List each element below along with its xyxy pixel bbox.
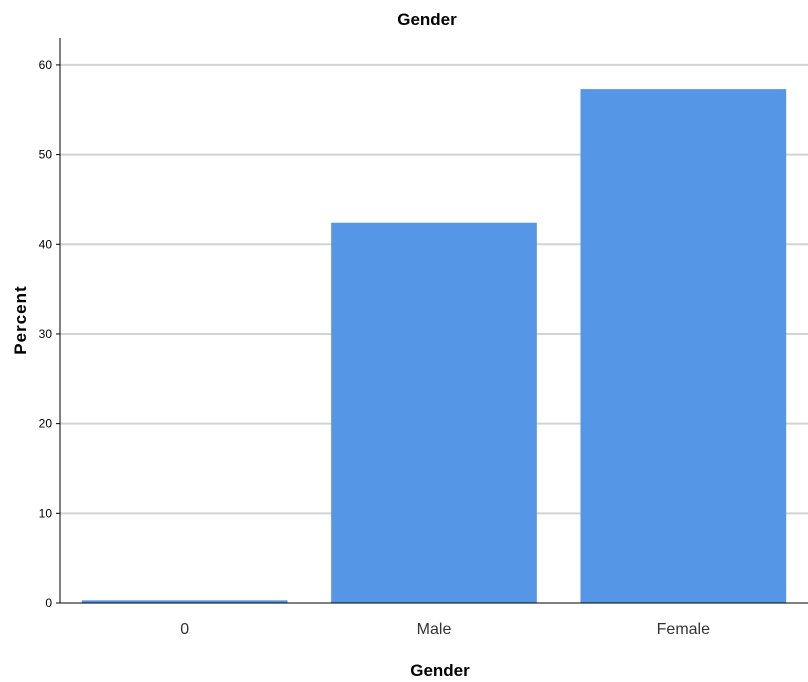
x-axis-title: Gender <box>410 661 470 680</box>
y-tick-label-20: 20 <box>39 417 53 431</box>
y-tick-label-30: 30 <box>39 327 53 341</box>
chart-title: Gender <box>397 10 457 29</box>
y-tick-label-0: 0 <box>45 596 52 610</box>
y-tick-label-40: 40 <box>39 237 53 251</box>
bar-0 <box>81 600 288 603</box>
bar-male <box>331 222 537 603</box>
y-tick-label-50: 50 <box>39 148 53 162</box>
x-tick-label-0: 0 <box>180 621 189 638</box>
bars <box>81 89 787 604</box>
axes <box>59 38 808 604</box>
y-tick-label-10: 10 <box>39 506 53 520</box>
x-tick-label-male: Male <box>417 621 452 638</box>
x-tick-labels: 0 Male Female <box>180 621 710 638</box>
y-axis-title: Percent <box>11 285 30 354</box>
bar-female <box>580 89 787 604</box>
x-tick-label-female: Female <box>657 621 710 638</box>
y-tick-labels: 0 10 20 30 40 50 60 <box>39 58 60 610</box>
y-tick-label-60: 60 <box>39 58 53 72</box>
